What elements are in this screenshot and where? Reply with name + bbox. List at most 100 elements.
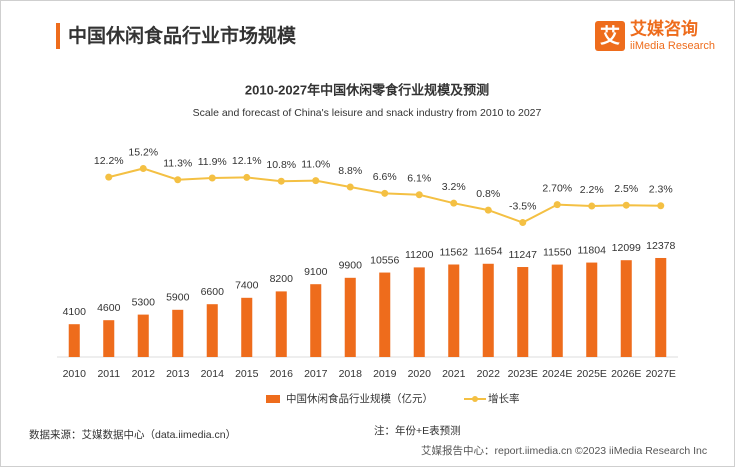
bar (379, 272, 391, 357)
note: 注：年份+E表预测 (374, 424, 461, 437)
logo-sub: iiMedia Research (630, 40, 715, 52)
x-tick-label: 2026E (611, 368, 641, 380)
bar (103, 320, 115, 357)
line-label: 15.2% (128, 146, 158, 158)
line-marker (243, 173, 251, 181)
line-label: 11.9% (198, 156, 227, 168)
legend-label: 中国休闲食品行业规模（亿元） (286, 392, 433, 405)
line-marker (519, 219, 527, 227)
x-tick-label: 2010 (63, 368, 87, 380)
bar-label: 7400 (235, 280, 259, 292)
line-label: 0.8% (476, 188, 500, 200)
x-tick-label: 2013 (166, 368, 190, 380)
line-marker (553, 201, 561, 209)
line-marker (105, 173, 113, 181)
title-accent (56, 23, 60, 49)
bar (206, 304, 218, 357)
bar-label: 9900 (339, 260, 363, 272)
bar (413, 267, 425, 357)
logo-icon: 艾 (600, 24, 620, 47)
line-marker (208, 174, 216, 182)
x-tick-label: 2021 (442, 368, 466, 380)
x-tick-label: 2016 (270, 368, 294, 380)
logo-name: 艾媒咨询 (630, 18, 698, 38)
bar-label: 5300 (132, 296, 156, 308)
x-tick-label: 2015 (235, 368, 259, 380)
bar-label: 6600 (201, 286, 225, 298)
bar (344, 277, 356, 357)
bar (517, 267, 529, 357)
line-marker (346, 183, 354, 191)
x-tick-label: 2018 (339, 368, 363, 380)
line-marker (381, 189, 389, 197)
bar-label: 12378 (646, 240, 675, 252)
line-marker (450, 199, 458, 207)
line-label: 2.5% (614, 183, 638, 195)
line-label: 6.6% (373, 171, 397, 183)
line-label: 2.2% (580, 184, 604, 196)
bar-label: 4100 (63, 306, 87, 318)
line-label: 6.1% (407, 173, 431, 185)
chart-title: 2010-2027年中国休闲零食行业规模及预测 (245, 82, 489, 97)
bar-label: 9100 (304, 266, 328, 278)
legend-label: 增长率 (488, 392, 520, 405)
bar (448, 264, 460, 357)
chart-subtitle: Scale and forecast of China's leisure an… (193, 107, 542, 119)
bar (310, 284, 322, 357)
line-marker (657, 202, 665, 210)
x-tick-label: 2025E (577, 368, 607, 380)
bar (551, 264, 563, 357)
bar-label: 8200 (270, 273, 294, 285)
bar-label: 11654 (474, 246, 503, 258)
line-label: 2.3% (649, 184, 673, 196)
line-label: 12.2% (94, 155, 124, 167)
x-tick-label: 2012 (132, 368, 156, 380)
line-marker (312, 177, 320, 185)
line-marker (415, 191, 423, 199)
bar-label: 11247 (509, 249, 538, 261)
bar-label: 10556 (370, 254, 399, 266)
bar (241, 297, 253, 357)
source: 数据来源：艾媒数据中心（data.iimedia.cn） (29, 428, 236, 441)
x-tick-label: 2017 (304, 368, 328, 380)
line-label: 12.1% (232, 155, 262, 167)
bar-label: 4600 (97, 302, 121, 314)
bar-label: 11562 (440, 246, 469, 258)
bar (68, 324, 80, 357)
line-marker (622, 201, 630, 209)
x-tick-label: 2024E (542, 368, 572, 380)
bar (275, 291, 287, 357)
x-tick-label: 2023E (508, 368, 538, 380)
line-marker (174, 176, 182, 184)
line-label: 3.2% (442, 181, 466, 193)
logo-box (595, 21, 625, 51)
page-title: 中国休闲食品行业市场规模 (68, 24, 297, 47)
x-tick-label: 2011 (97, 368, 120, 380)
legend-dot (472, 396, 478, 402)
line-marker (277, 177, 285, 185)
line-label: 11.0% (301, 158, 330, 170)
bar (620, 260, 632, 357)
line-marker (588, 202, 596, 210)
bar-label: 5900 (166, 292, 190, 304)
line-label: 10.8% (266, 159, 296, 171)
bar (655, 257, 667, 357)
credit: 艾媒报告中心：report.iimedia.cn ©2023 iiMedia R… (421, 444, 707, 457)
line-marker (484, 206, 492, 214)
x-tick-label: 2022 (477, 368, 501, 380)
bar-label: 12099 (612, 242, 641, 254)
bar (482, 263, 494, 357)
x-tick-label: 2014 (201, 368, 225, 380)
line-label: 11.3% (163, 158, 192, 170)
bar-label: 11550 (543, 246, 572, 258)
bar (586, 262, 598, 357)
bar (172, 309, 184, 357)
line-label: 2.70% (542, 182, 572, 194)
line-label: -3.5% (509, 200, 536, 212)
x-tick-label: 2020 (408, 368, 432, 380)
line-label: 8.8% (338, 165, 362, 177)
bar (137, 314, 149, 357)
x-tick-label: 2027E (646, 368, 676, 380)
